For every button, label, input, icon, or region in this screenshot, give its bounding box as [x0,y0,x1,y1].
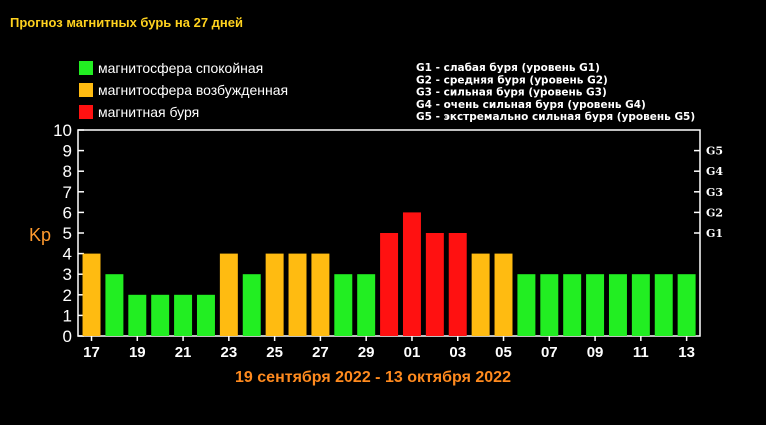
storm-level-item: G2 - средняя буря (уровень G2) [416,74,608,86]
legend-label-active: магнитосфера возбужденная [98,82,288,98]
legend-label-storm: магнитная буря [98,104,199,120]
g-tick-label-g4: G4 [706,165,723,178]
g-tick-label-g3: G3 [706,186,723,199]
bar-09 [586,274,605,336]
bar-17 [82,253,101,336]
y-tick-label: 6 [63,203,72,222]
y-axis-label: Kp [29,225,51,245]
storm-level-item: G5 - экстремально сильная буря (уровень … [416,111,695,123]
bar-29 [357,274,376,336]
legend-label-quiet: магнитосфера спокойная [98,60,263,76]
x-tick-label: 19 [129,344,146,361]
y-tick-label: 9 [63,142,72,161]
y-tick-label: 0 [63,327,72,346]
bar-03 [448,233,467,336]
x-tick-label: 11 [633,344,649,361]
x-tick-label: 17 [83,344,100,361]
bar-24 [242,274,261,336]
bar-23 [219,253,238,336]
x-tick-label: 23 [221,344,238,361]
bar-02 [425,233,444,336]
storm-level-legend: G1 - слабая буря (уровень G1)G2 - средня… [416,62,695,123]
x-tick-label: 13 [678,344,695,361]
date-range-label: 19 сентября 2022 - 13 октября 2022 [235,369,511,386]
bar-12 [654,274,673,336]
bar-08 [563,274,582,336]
g-tick-label-g2: G2 [706,206,723,219]
storm-level-item: G3 - сильная буря (уровень G3) [416,87,607,99]
bar-06 [517,274,536,336]
legend-swatch-active [79,83,93,97]
x-tick-label: 07 [541,344,558,361]
x-tick-label: 05 [495,344,512,361]
y-tick-label: 5 [63,224,72,243]
y-tick-label: 3 [63,265,72,284]
x-tick-label: 21 [175,344,192,361]
y-tick-label: 10 [53,121,72,140]
y-tick-label: 7 [63,183,72,202]
x-tick-label: 27 [312,344,329,361]
bar-10 [608,274,627,336]
chart-title: Прогноз магнитных бурь на 27 дней [10,15,243,30]
bar-18 [105,274,124,336]
bar-28 [334,274,353,336]
x-tick-label: 01 [404,344,421,361]
storm-level-item: G4 - очень сильная буря (уровень G4) [416,99,646,111]
legend: магнитосфера спокойная магнитосфера возбу… [79,60,288,120]
legend-swatch-storm [79,105,93,119]
bar-11 [631,274,650,336]
storm-level-item: G1 - слабая буря (уровень G1) [416,62,600,74]
bar-05 [494,253,513,336]
bar-25 [265,253,284,336]
bar-21 [174,294,193,336]
y-tick-label: 2 [63,286,72,305]
y-tick-label: 4 [63,245,72,264]
bar-27 [311,253,330,336]
y-tick-label: 1 [63,306,72,325]
bar-01 [402,212,421,336]
legend-swatch-quiet [79,61,93,75]
bar-19 [128,294,147,336]
x-tick-label: 09 [587,344,604,361]
x-tick-label: 25 [266,344,283,361]
bar-04 [471,253,490,336]
bar-30 [380,233,399,336]
y-tick-label: 8 [63,162,72,181]
g-tick-label-g1: G1 [706,227,723,240]
x-tick-label: 03 [449,344,466,361]
bar-26 [288,253,307,336]
bar-13 [677,274,696,336]
bar-22 [196,294,215,336]
x-tick-label: 29 [358,344,375,361]
g-tick-label-g5: G5 [706,145,723,158]
bar-20 [151,294,170,336]
bar-07 [540,274,559,336]
